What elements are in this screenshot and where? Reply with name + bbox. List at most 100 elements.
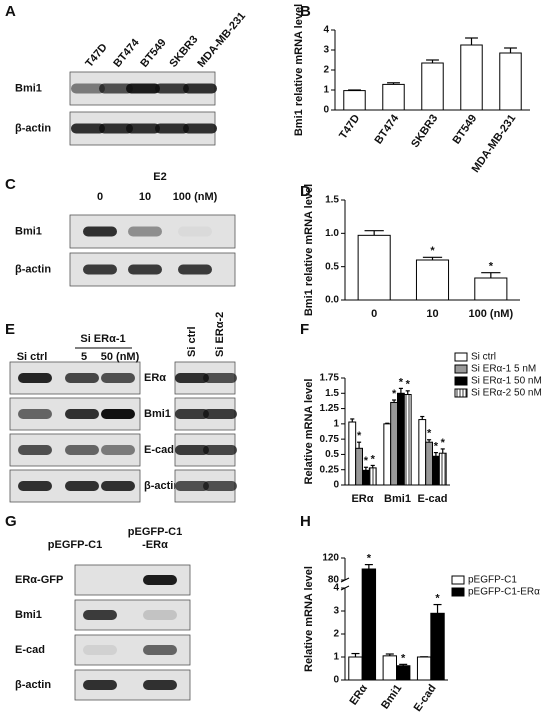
significance-star: * (392, 388, 397, 400)
y-tick-label: 0.5 (325, 449, 339, 460)
treatment-label: E2 (153, 171, 166, 183)
bar (368, 467, 377, 486)
band (18, 481, 52, 491)
y-tick-label: 1 (323, 85, 329, 96)
y-tick-label: 0 (333, 675, 339, 686)
significance-star: * (434, 441, 439, 453)
y-tick-label: 1.75 (320, 373, 340, 384)
band (83, 226, 117, 237)
panel-letter: D (300, 183, 311, 200)
significance-star: * (364, 455, 369, 467)
y-tick-label: 4 (333, 583, 339, 594)
y-axis-label: Bmi1 relative mRNA level (303, 184, 315, 316)
bar (416, 656, 432, 681)
band (175, 481, 209, 491)
band (83, 264, 117, 275)
bar (421, 62, 444, 111)
row-label: Bmi1 (15, 609, 42, 621)
lane-label: SKBR3 (167, 34, 200, 70)
bar (403, 394, 412, 486)
band (128, 264, 162, 275)
band (126, 123, 160, 134)
row-label: ERα (144, 372, 166, 384)
band (175, 373, 209, 383)
x-tick-label: E-cad (412, 683, 439, 714)
significance-star: * (401, 652, 406, 664)
lane-label: 100 (nM) (173, 191, 218, 203)
band (83, 645, 117, 655)
bar (343, 90, 366, 111)
panel-letter: A (5, 3, 16, 20)
significance-star: * (406, 379, 411, 391)
bar (418, 419, 427, 486)
band (18, 445, 52, 455)
y-tick-label: 0.5 (325, 261, 339, 272)
legend-swatch (454, 376, 468, 386)
bar (348, 421, 357, 486)
bar (382, 83, 405, 111)
bar (438, 452, 447, 486)
significance-star: * (427, 428, 432, 440)
band (155, 123, 189, 134)
y-tick-label: 0 (333, 480, 339, 491)
x-tick-label: ERα (348, 682, 371, 707)
panel-letter: B (300, 3, 311, 20)
band (101, 481, 135, 491)
band (203, 445, 237, 455)
y-tick-label: 1.5 (325, 195, 339, 206)
lane-label: 50 (nM) (101, 351, 140, 363)
band (65, 373, 99, 383)
y-tick-label: 80 (328, 575, 340, 586)
row-label: β-actin (144, 480, 180, 492)
bar (460, 44, 483, 111)
bar (474, 277, 508, 301)
lane-label: 5 (81, 351, 87, 363)
lane-label: BT474 (111, 36, 142, 70)
legend-label: pEGFP-C1 (468, 575, 517, 586)
y-tick-label: 0.75 (320, 434, 340, 445)
lane-label: Si ctrl (186, 326, 198, 357)
x-tick-label: 100 (nM) (469, 308, 514, 320)
panel-letter: E (5, 321, 15, 338)
lane-label: Si ERα-2 (214, 312, 226, 357)
bar (432, 455, 440, 486)
bar (396, 665, 411, 681)
band (175, 445, 209, 455)
legend-swatch (454, 364, 468, 374)
y-tick-label: 0 (323, 105, 329, 116)
band (128, 226, 162, 237)
bar (362, 469, 370, 486)
band (83, 680, 117, 690)
bar (425, 441, 433, 486)
bar (390, 401, 398, 486)
lane-label: BT549 (138, 37, 168, 70)
band (99, 83, 133, 94)
y-tick-label: 4 (323, 25, 329, 36)
y-axis-label: Bmi1 relative mRNA level (293, 4, 305, 136)
bar (382, 655, 397, 681)
band (65, 409, 99, 419)
band (71, 83, 105, 94)
lane-label: 0 (97, 191, 103, 203)
bar (430, 612, 445, 681)
band (203, 409, 237, 419)
band (101, 445, 135, 455)
y-tick-label: 2 (333, 629, 339, 640)
y-tick-label: 1 (333, 652, 339, 663)
y-tick-label: 1.5 (325, 388, 339, 399)
y-tick-label: 0.0 (325, 295, 339, 306)
row-label: β-actin (15, 263, 51, 275)
significance-star: * (371, 453, 376, 465)
legend-label: Si ERα-1 5 nM (471, 364, 536, 375)
panel-letter: C (5, 176, 16, 193)
band (143, 610, 177, 620)
band (143, 645, 177, 655)
row-label: β-actin (15, 679, 51, 691)
lane-label: 10 (139, 191, 151, 203)
band (143, 575, 177, 585)
y-tick-label: 3 (333, 606, 339, 617)
significance-star: * (435, 592, 440, 604)
panel-letter: F (300, 321, 309, 338)
